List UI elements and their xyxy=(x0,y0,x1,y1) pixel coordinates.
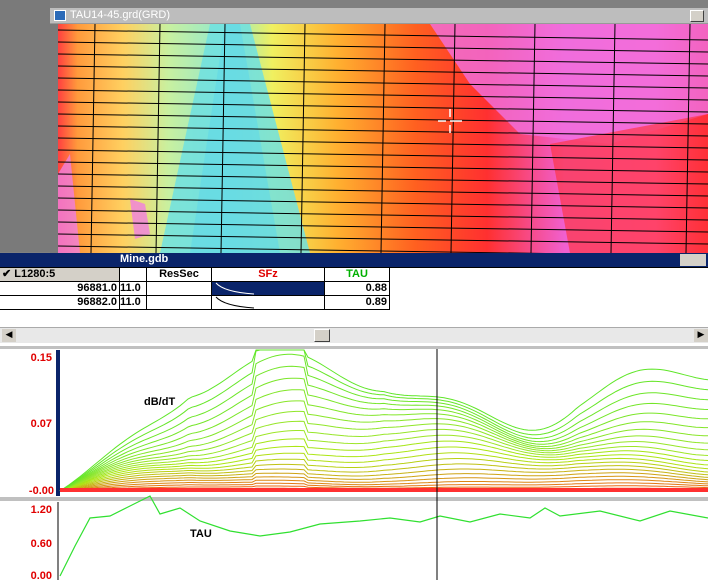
title-bar: Mine.gdb xyxy=(0,253,708,267)
scrollbar[interactable]: ◀ ▶ xyxy=(0,327,708,343)
cell[interactable]: 0.89 xyxy=(325,296,390,310)
cell[interactable]: 0.88 xyxy=(325,282,390,296)
cell[interactable]: 96881.0 xyxy=(0,282,120,296)
cell[interactable] xyxy=(147,296,212,310)
left-strip xyxy=(0,0,50,252)
cell[interactable] xyxy=(147,282,212,296)
axis-label: 0.00 xyxy=(31,570,52,580)
window-title: Mine.gdb xyxy=(120,253,168,265)
map-window: TAU14-45.grd(GRD) xyxy=(50,8,708,253)
title-bar: TAU14-45.grd(GRD) xyxy=(50,8,708,24)
channel-header[interactable] xyxy=(120,268,147,282)
channel-header[interactable]: ResSec xyxy=(147,268,212,282)
cell[interactable]: 11.0 xyxy=(120,296,147,310)
baseline xyxy=(60,488,708,492)
channel-header[interactable]: TAU xyxy=(325,268,390,282)
scroll-thumb[interactable] xyxy=(314,329,330,342)
cell[interactable]: 11.0 xyxy=(120,282,147,296)
window-icon xyxy=(54,10,66,21)
table: ✔ L1280:5 ResSec SFz TAU 96881.0 11.0 0.… xyxy=(0,267,708,323)
axis-label: -0.00 xyxy=(29,485,54,497)
channel-header[interactable]: ✔ L1280:5 xyxy=(0,268,120,282)
axis-label: 1.20 xyxy=(31,504,52,516)
minimize-button[interactable] xyxy=(690,10,704,22)
window-title: TAU14-45.grd(GRD) xyxy=(70,9,170,21)
scroll-left[interactable]: ◀ xyxy=(2,329,16,342)
window-buttons[interactable] xyxy=(680,254,706,266)
screen: TAU14-45.grd(GRD) Mine.gdb xyxy=(0,0,708,580)
axis-label: 0.15 xyxy=(31,352,52,364)
scroll-right[interactable]: ▶ xyxy=(694,329,708,342)
cell[interactable]: 96882.0 xyxy=(0,296,120,310)
profile-label: dB/dT xyxy=(144,396,175,408)
database-window: Mine.gdb ✔ L1280:5 ResSec SFz TAU 96881.… xyxy=(0,253,708,346)
axis-label: 0.07 xyxy=(31,418,52,430)
grid-image xyxy=(50,24,708,253)
channel-header[interactable]: SFz xyxy=(212,268,325,282)
array-cell[interactable] xyxy=(212,282,325,296)
profile-window: 0.15 0.07 -0.00 dB/dT 1.20 0.60 0.00 TAU xyxy=(0,346,708,580)
axis-label: 0.60 xyxy=(31,538,52,550)
array-cell[interactable] xyxy=(212,296,325,310)
profile-label: TAU xyxy=(190,528,212,540)
